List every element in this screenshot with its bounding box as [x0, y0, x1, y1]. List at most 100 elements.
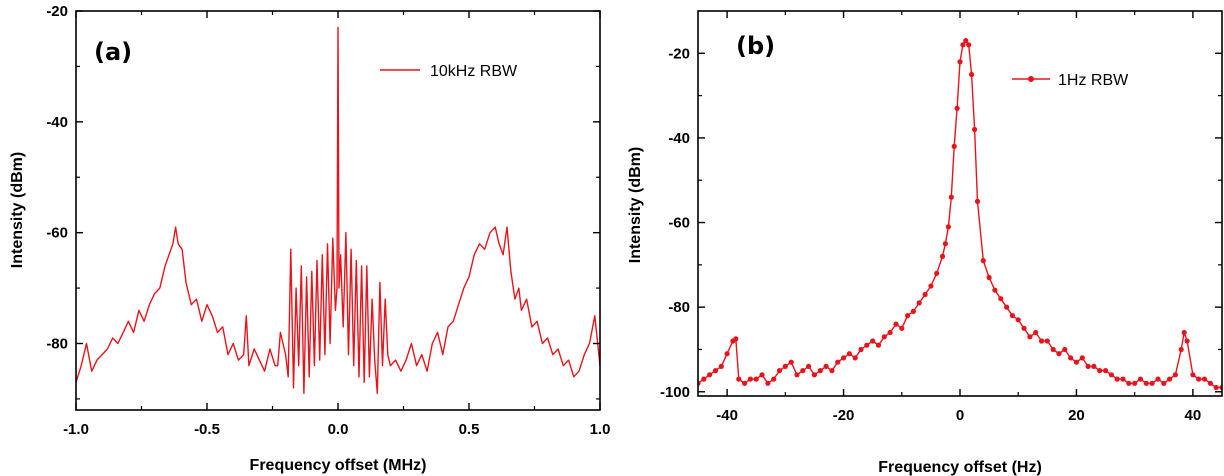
data-point: [881, 334, 887, 340]
data-point: [782, 363, 788, 369]
data-point: [1027, 334, 1033, 340]
data-point: [963, 38, 969, 44]
data-point: [1207, 380, 1213, 386]
data-point: [887, 329, 893, 336]
data-point: [928, 283, 934, 289]
data-point: [893, 321, 899, 327]
data-point: [1050, 346, 1056, 353]
data-point: [1038, 338, 1045, 344]
data-point: [1132, 380, 1138, 386]
data-point: [811, 372, 818, 378]
data-point: [823, 363, 829, 369]
data-point: [858, 346, 864, 353]
data-point: [1073, 359, 1079, 365]
x-tick-label: -40: [716, 407, 738, 424]
data-point: [1181, 329, 1187, 336]
data-point: [1155, 376, 1161, 382]
x-tick-label: -1.0: [63, 421, 89, 438]
data-point: [922, 291, 928, 298]
data-point: [1044, 338, 1050, 344]
data-point: [794, 372, 800, 378]
panel-b-chart: -40 -20 0 20 40 -100 -80 -60 -40 -20 Frequency off…: [627, 10, 1223, 476]
x-axis-label: Frequency offset (Hz): [878, 459, 1042, 476]
x-tick-label: 0: [956, 407, 964, 424]
data-point: [1062, 346, 1068, 353]
data-point: [736, 376, 742, 382]
data-point: [954, 105, 960, 111]
data-point: [1161, 380, 1167, 386]
data-point: [974, 198, 981, 204]
y-tick-label: -20: [668, 45, 690, 62]
data-point: [864, 342, 870, 348]
y-tick-label: -40: [668, 130, 690, 147]
series-line: [698, 39, 1222, 389]
data-point: [992, 287, 998, 293]
data-point: [916, 300, 922, 306]
y-tick-label: -100: [660, 384, 690, 401]
data-point: [939, 253, 946, 259]
data-point: [747, 376, 754, 382]
x-tick-label: -0.5: [194, 421, 220, 438]
y-axis-label: Intensity (dBm): [627, 147, 644, 263]
data-point: [788, 359, 794, 365]
x-tick-label: 0.0: [328, 421, 349, 438]
data-point: [776, 368, 783, 374]
data-point: [1108, 372, 1114, 378]
data-point: [1068, 355, 1074, 361]
legend-label: 1Hz RBW: [1058, 72, 1129, 89]
data-point: [998, 296, 1004, 302]
x-axis-label: Frequency offset (MHz): [250, 457, 427, 474]
x-tick-label: 1.0: [590, 421, 611, 438]
data-point: [1190, 372, 1196, 378]
y-tick-label: -20: [46, 3, 68, 20]
data-point: [1143, 380, 1149, 386]
legend-marker: [1028, 76, 1034, 82]
data-point: [870, 338, 876, 344]
y-tick-label: -80: [668, 299, 690, 316]
panel-label: (a): [94, 38, 132, 66]
data-point: [980, 258, 986, 264]
panel-label: (b): [736, 32, 775, 60]
data-point: [905, 313, 911, 319]
data-point: [942, 241, 949, 247]
data-point: [986, 274, 992, 281]
data-point: [1196, 376, 1202, 382]
data-point: [1149, 380, 1155, 386]
panel-a-chart: -1.0 -0.5 0.0 0.5 1.0 -80 -60 -40 -20 Frequency o…: [9, 3, 610, 474]
data-point: [1097, 368, 1103, 374]
data-point: [852, 355, 858, 361]
data-point: [1167, 376, 1173, 382]
data-point: [1126, 380, 1132, 386]
data-point: [1172, 372, 1178, 378]
data-point: [1091, 363, 1097, 369]
data-point: [701, 376, 707, 382]
data-point: [1103, 368, 1109, 374]
data-point: [875, 342, 882, 348]
x-tick-label: 20: [1068, 407, 1085, 424]
y-tick-label: -60: [668, 215, 690, 232]
data-point: [753, 376, 759, 382]
data-point: [841, 355, 847, 361]
data-point: [1033, 329, 1039, 336]
data-point: [1120, 376, 1126, 382]
data-point: [960, 42, 966, 48]
data-point: [806, 363, 812, 369]
data-point: [1004, 304, 1010, 310]
series-line: [76, 26, 600, 395]
data-point: [1213, 384, 1219, 391]
data-point: [742, 380, 748, 386]
data-point: [945, 224, 952, 230]
data-point: [724, 351, 730, 357]
data-point: [1178, 346, 1184, 353]
data-point: [1184, 338, 1190, 344]
data-point: [1201, 376, 1208, 382]
data-point: [733, 336, 739, 342]
data-point: [1114, 376, 1120, 382]
y-tick-label: -60: [46, 225, 68, 242]
x-tick-label: 40: [1185, 407, 1202, 424]
data-point: [800, 368, 806, 374]
data-point: [1085, 363, 1091, 369]
data-point: [910, 308, 917, 314]
data-point: [712, 368, 719, 374]
